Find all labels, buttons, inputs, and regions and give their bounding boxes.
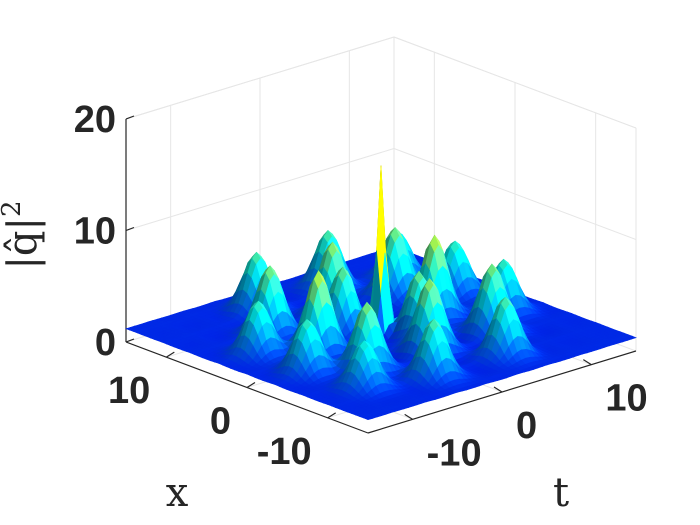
top-edge (125, 36, 395, 120)
x-tick-mark (166, 351, 175, 358)
z-tick-label: 0 (95, 322, 116, 364)
x-axis-label: x (166, 470, 189, 516)
t-tick-label: 0 (516, 405, 537, 447)
z-tick-mark (125, 338, 135, 343)
t-tick-mark (583, 359, 592, 366)
z-tick-label: 10 (74, 211, 116, 253)
z-axis-label: |q̂|2 (0, 200, 46, 269)
x-tick-label: 0 (210, 401, 231, 443)
t-tick-mark (404, 413, 413, 420)
t-tick-label: -10 (427, 432, 482, 474)
t-tick-mark (493, 386, 503, 393)
surface-cell (363, 416, 374, 421)
x-tick-mark (327, 412, 336, 419)
x-tick-label: -10 (257, 431, 312, 473)
z-axis-label-base: |q̂| (0, 217, 46, 270)
z-tick-label: 20 (74, 99, 116, 141)
z-axis-label-exponent: 2 (0, 200, 27, 217)
t-tick-label: 10 (605, 378, 647, 420)
z-tick-mark (125, 226, 135, 232)
z-tick-mark (125, 115, 135, 120)
t-axis-label: t (553, 470, 569, 516)
tick-labels: 0 10 20 -10 0 10 -10 0 10 (74, 99, 648, 474)
x-tick-mark (246, 381, 256, 389)
top-edge (393, 36, 637, 129)
surface-plot (125, 165, 637, 421)
svg-text:|q̂|2: |q̂|2 (0, 200, 46, 269)
x-tick-label: 10 (108, 370, 150, 412)
